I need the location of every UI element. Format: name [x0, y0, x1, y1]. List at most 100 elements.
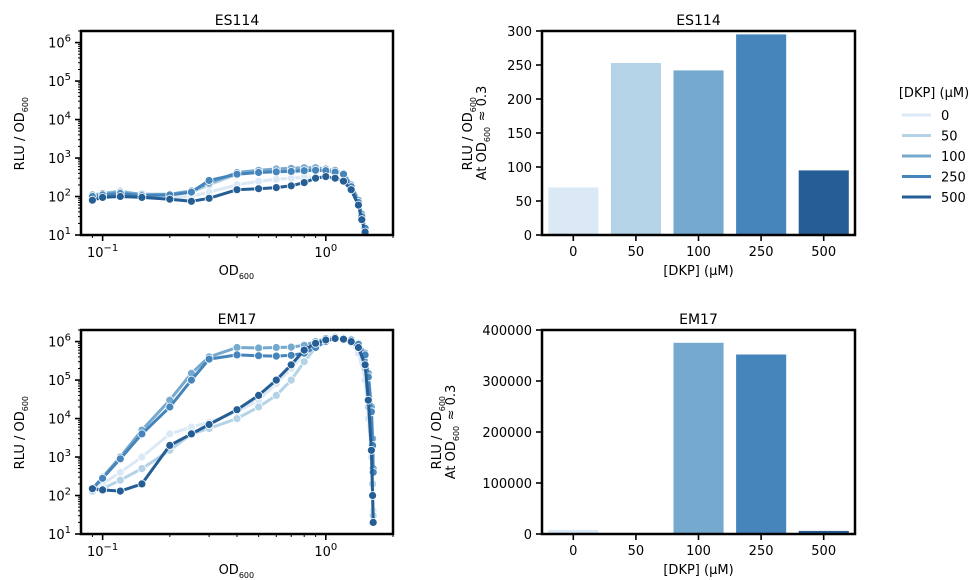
y-tick-label: 100 [507, 161, 532, 176]
y-axis-label: RLU / OD600 [13, 96, 30, 171]
data-point [286, 350, 296, 360]
data-point [165, 440, 175, 450]
data-point [353, 343, 363, 352]
data-point [254, 168, 264, 177]
em17-line-chart: EM17 101 102 103 104 105 106 10−1 100 OD600 RLU /… [13, 312, 395, 580]
x-tick-label: 0 [569, 245, 577, 260]
bar-250 [736, 354, 787, 534]
data-point [186, 429, 196, 439]
y-tick-label: 250 [507, 59, 532, 74]
x-axis-label: [DKP] (µM) [663, 563, 733, 578]
plot-frame [79, 328, 395, 536]
legend: [DKP] (µM) 0 50 100 250 500 [899, 86, 969, 206]
y-axis-label: RLU / OD600 [461, 96, 478, 171]
data-point [368, 518, 378, 527]
data-point [88, 195, 97, 205]
legend-label-50: 50 [941, 130, 958, 145]
y-tick-label: 102 [48, 487, 71, 505]
data-point [204, 176, 214, 185]
y-tick-label: 105 [48, 371, 71, 389]
data-point [271, 167, 281, 177]
data-point [204, 193, 214, 203]
es114-bar-chart: ES114 0 50 100 250 500 0 50 100 150 200 250 300 [DKP]… [461, 13, 857, 279]
data-point [165, 429, 175, 439]
data-point [98, 473, 107, 483]
data-point [232, 350, 242, 360]
x-axis-label: OD600 [219, 563, 256, 580]
x-tick-label: 500 [811, 544, 836, 559]
y-tick-label: 200000 [482, 426, 532, 441]
y-tick-label: 0 [524, 528, 532, 543]
data-point [98, 485, 107, 495]
data-point [271, 351, 281, 361]
data-point [286, 181, 296, 191]
bar-500 [798, 530, 849, 534]
x-tick-label: 500 [811, 245, 836, 260]
data-point [321, 335, 331, 345]
data-point [186, 196, 196, 206]
data-point [360, 360, 370, 370]
chart-title: ES114 [676, 13, 721, 29]
y-tick-label: 50 [515, 195, 532, 210]
data-point [165, 194, 175, 204]
data-point [115, 467, 125, 477]
y-tick-label: 102 [48, 188, 71, 206]
x-tick-label: 50 [628, 245, 645, 260]
data-point [299, 357, 309, 367]
data-point [254, 176, 264, 186]
y-tick-label: 150 [507, 127, 532, 142]
data-point [366, 445, 376, 455]
y-axis-sublabel: At OD600 ≈ 0.3 [444, 385, 461, 480]
data-point [165, 402, 175, 412]
y-axis-label: RLU / OD600 [13, 395, 30, 470]
bar-0 [548, 187, 599, 235]
em17-bar-chart: EM17 0 50 100 250 500 0 100000 200000 300000 40000… [430, 312, 857, 578]
data-point [321, 172, 331, 182]
bar-50 [610, 63, 661, 235]
bar-500 [798, 170, 849, 235]
legend-label-0: 0 [941, 109, 949, 124]
data-point [115, 192, 125, 201]
data-point [232, 343, 242, 352]
data-point [186, 375, 196, 385]
legend-label-100: 100 [941, 150, 966, 165]
x-axis-label: [DKP] (µM) [663, 264, 733, 279]
data-point [204, 354, 214, 364]
data-point [137, 464, 147, 474]
data-point [88, 484, 97, 494]
series-line-500 [92, 175, 367, 233]
series-line-50 [92, 337, 375, 516]
data-point [137, 192, 147, 202]
data-point [137, 479, 147, 489]
legend-label-500: 500 [941, 191, 966, 206]
bar-0 [548, 529, 599, 534]
y-tick-label: 106 [48, 333, 71, 351]
data-point [254, 402, 264, 412]
x-tick-label: 100 [686, 245, 711, 260]
data-point [311, 173, 321, 183]
y-tick-label: 0 [524, 229, 532, 244]
y-axis-sublabel: At OD600 ≈ 0.3 [475, 86, 492, 181]
y-tick-label: 104 [48, 410, 71, 428]
x-tick-label: 100 [314, 542, 337, 560]
y-tick-label: 101 [48, 525, 71, 543]
y-tick-label: 100000 [482, 477, 532, 492]
data-point [286, 166, 296, 176]
x-tick-label: 10−1 [87, 243, 118, 261]
data-point [311, 165, 321, 175]
data-point [232, 169, 242, 179]
series-line-500 [92, 337, 375, 523]
data-point [299, 345, 309, 355]
y-tick-label: 103 [48, 149, 71, 167]
chart-title: EM17 [679, 312, 718, 328]
x-tick-label: 250 [749, 245, 774, 260]
y-tick-label: 400000 [482, 324, 532, 339]
data-point [254, 390, 264, 400]
y-tick-label: 101 [48, 226, 71, 244]
y-tick-label: 300000 [482, 375, 532, 390]
data-point [98, 192, 107, 202]
data-point [339, 176, 348, 186]
data-point [363, 395, 373, 405]
data-point [232, 405, 242, 415]
data-point [271, 390, 281, 400]
